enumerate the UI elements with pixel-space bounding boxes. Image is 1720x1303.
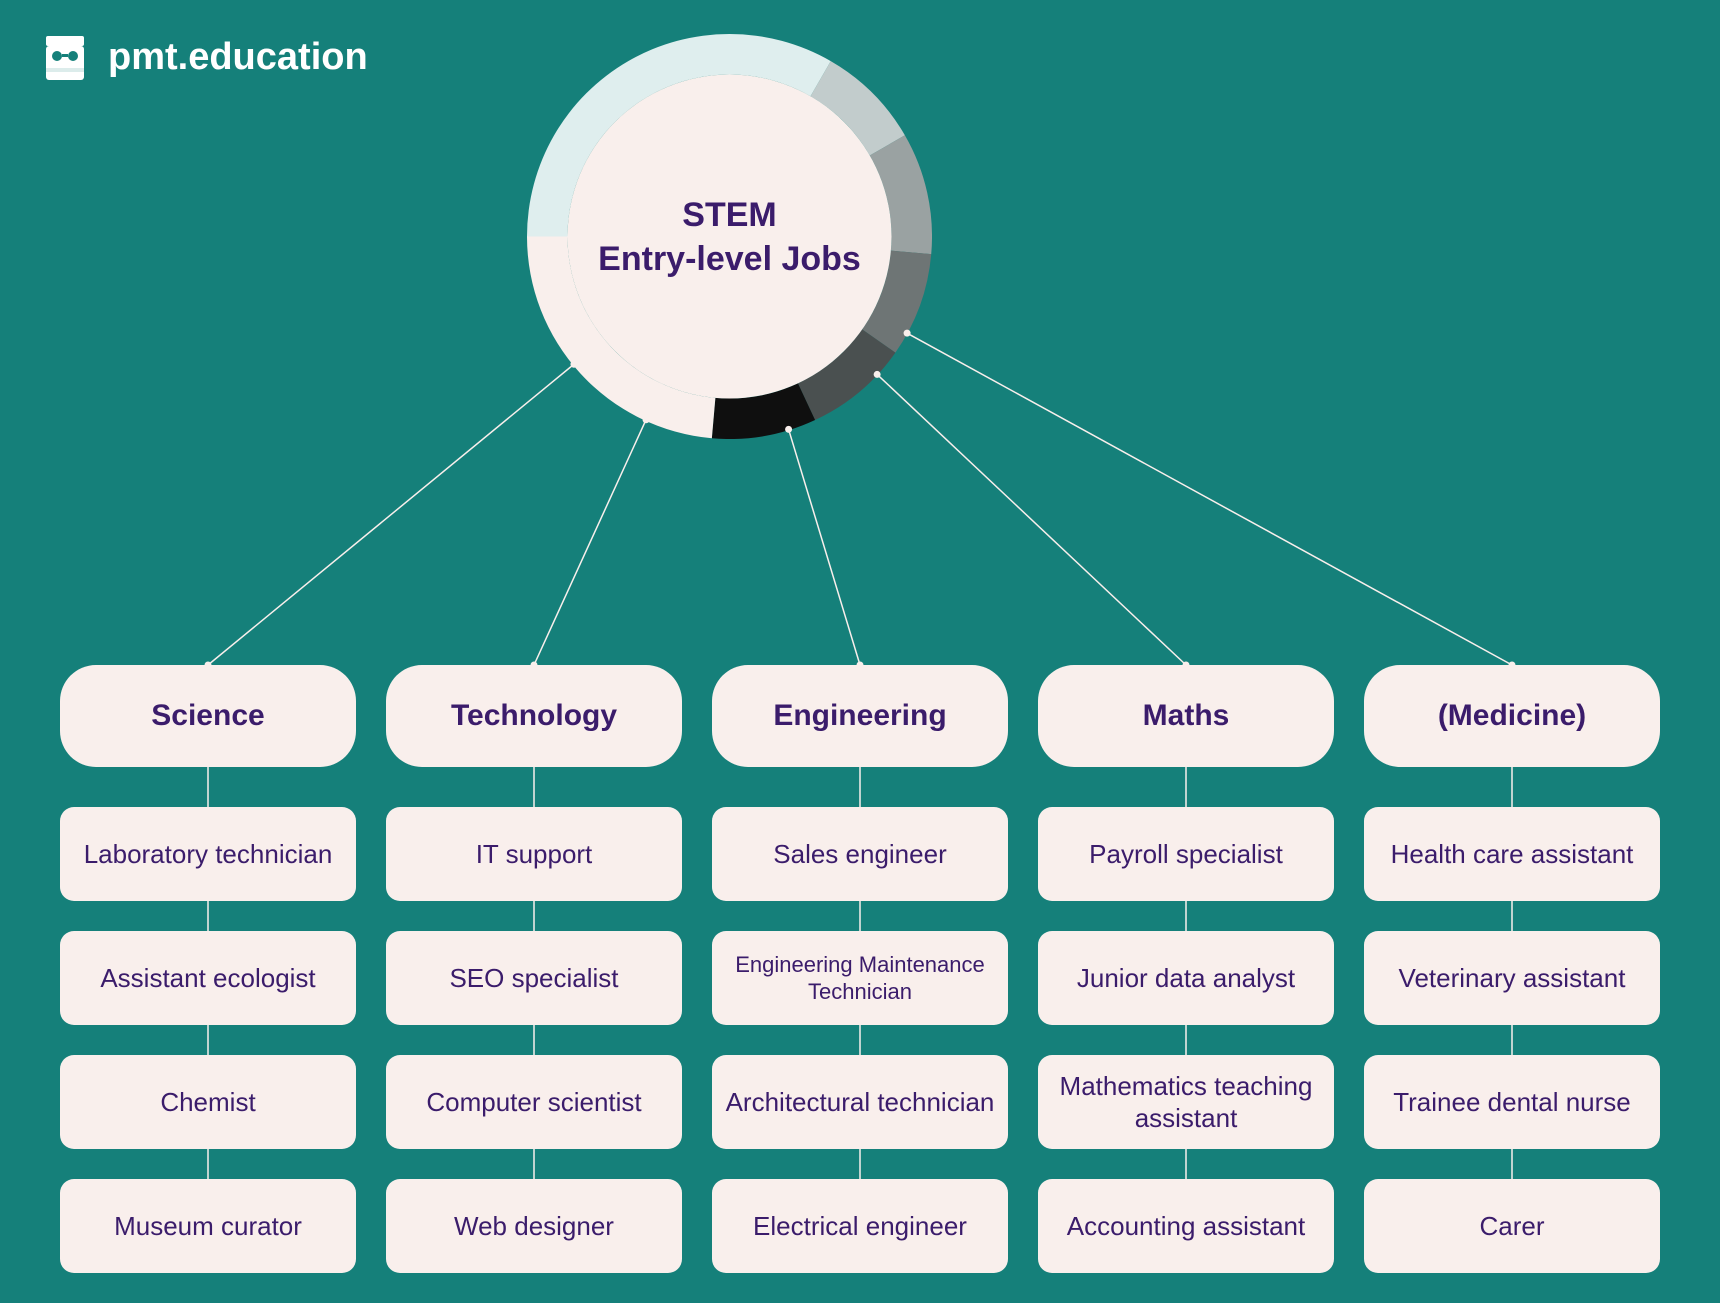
- job-item: Carer: [1364, 1179, 1660, 1273]
- category-header: Engineering: [712, 665, 1008, 767]
- category-header: (Medicine): [1364, 665, 1660, 767]
- job-item: Engineering Maintenance Technician: [712, 931, 1008, 1025]
- job-item: Museum curator: [60, 1179, 356, 1273]
- job-item: Electrical engineer: [712, 1179, 1008, 1273]
- job-item: SEO specialist: [386, 931, 682, 1025]
- center-title-line1: STEM: [580, 192, 880, 236]
- categories-row: Science Laboratory technician Assistant ec…: [60, 665, 1660, 1303]
- job-item: Veterinary assistant: [1364, 931, 1660, 1025]
- job-item: Computer scientist: [386, 1055, 682, 1149]
- center-title-line2: Entry-level Jobs: [580, 237, 880, 281]
- brand-logo: pmt.education: [40, 30, 368, 85]
- job-item: Health care assistant: [1364, 807, 1660, 901]
- category-column: Technology IT support SEO specialist Comput…: [386, 665, 682, 1303]
- category-header: Technology: [386, 665, 682, 767]
- job-item: Mathematics teaching assistant: [1038, 1055, 1334, 1149]
- category-column: Science Laboratory technician Assistant ec…: [60, 665, 356, 1303]
- center-node: STEM Entry-level Jobs: [527, 34, 932, 439]
- category-column: Maths Payroll specialist Junior data analy…: [1038, 665, 1334, 1303]
- job-item: Web designer: [386, 1179, 682, 1273]
- job-item: Trainee dental nurse: [1364, 1055, 1660, 1149]
- brand-text: pmt.education: [108, 36, 368, 79]
- job-item: IT support: [386, 807, 682, 901]
- job-item: Junior data analyst: [1038, 931, 1334, 1025]
- job-item: Laboratory technician: [60, 807, 356, 901]
- job-item: Chemist: [60, 1055, 356, 1149]
- category-column: (Medicine) Health care assistant Veterinar…: [1364, 665, 1660, 1303]
- center-title: STEM Entry-level Jobs: [580, 192, 880, 280]
- job-item: Architectural technician: [712, 1055, 1008, 1149]
- job-item: Sales engineer: [712, 807, 1008, 901]
- job-item: Accounting assistant: [1038, 1179, 1334, 1273]
- job-item: Assistant ecologist: [60, 931, 356, 1025]
- category-header: Science: [60, 665, 356, 767]
- job-item: Payroll specialist: [1038, 807, 1334, 901]
- category-column: Engineering Sales engineer Engineering Mai…: [712, 665, 1008, 1303]
- book-icon: [40, 30, 90, 85]
- category-header: Maths: [1038, 665, 1334, 767]
